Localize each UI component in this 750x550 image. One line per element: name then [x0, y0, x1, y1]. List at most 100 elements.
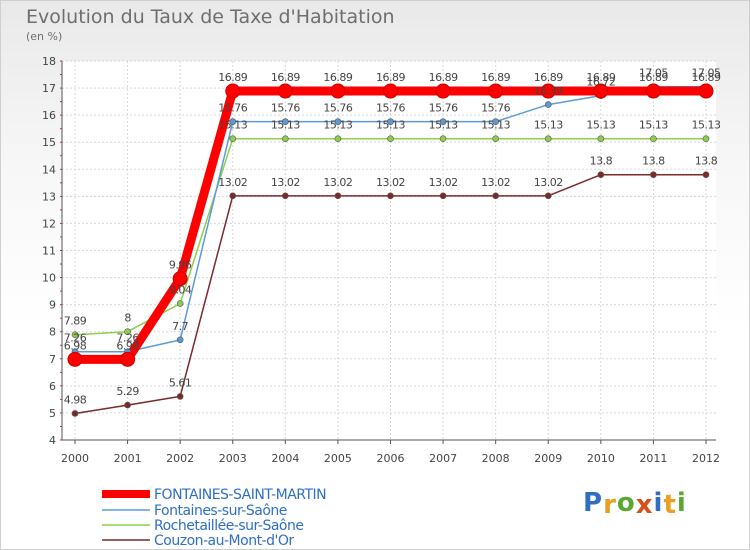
- logo-letter: i: [653, 488, 664, 518]
- x-tick-label: 2005: [324, 452, 352, 465]
- y-tick-label: 12: [42, 217, 56, 230]
- series-3-point: [439, 192, 447, 200]
- data-label: 15.76: [429, 102, 458, 115]
- series-3-point: [71, 410, 79, 417]
- x-tick-label: 2002: [166, 452, 194, 465]
- logo-letter: t: [663, 490, 677, 520]
- data-label: 13.02: [534, 176, 563, 189]
- x-tick-label: 2012: [692, 452, 720, 465]
- data-label: 13.02: [481, 176, 510, 189]
- series-3-point: [492, 192, 499, 200]
- series-2-point: [124, 328, 131, 336]
- data-label: 7.7: [172, 320, 188, 333]
- data-label: 16.89: [376, 71, 405, 84]
- data-label: 17.05: [639, 67, 668, 80]
- series-3-point: [597, 171, 605, 178]
- data-label: 13.02: [323, 176, 352, 189]
- legend-label-0: FONTAINES-SAINT-MARTIN: [154, 487, 326, 503]
- proxiti-logo: Proxiti: [583, 488, 687, 520]
- data-label: 15.76: [376, 102, 405, 115]
- y-tick-label: 10: [42, 272, 56, 285]
- y-tick-label: 13: [42, 190, 56, 203]
- data-label: 16.89: [218, 71, 247, 84]
- data-label: 16.89: [692, 71, 721, 84]
- series-3-point: [124, 401, 131, 409]
- y-tick-label: 14: [42, 163, 56, 176]
- x-tick-label: 2007: [429, 452, 457, 465]
- series-2-point: [544, 135, 552, 142]
- data-label: 16.89: [534, 71, 563, 84]
- data-label: 15.13: [481, 119, 510, 132]
- data-label: 15.13: [429, 119, 458, 132]
- x-tick-label: 2010: [587, 452, 615, 465]
- data-label: 13.02: [429, 176, 458, 189]
- data-label: 9.96: [169, 259, 192, 272]
- data-label: 15.13: [586, 119, 615, 132]
- x-tick-label: 2008: [482, 452, 510, 465]
- y-tick-label: 11: [42, 245, 56, 258]
- data-label: 16.89: [271, 71, 300, 84]
- x-tick-label: 2001: [114, 452, 142, 465]
- y-tick-label: 16: [42, 109, 56, 122]
- series-0-point: [645, 83, 661, 99]
- series-2-point: [492, 135, 499, 142]
- data-label: 7.26: [116, 332, 139, 345]
- series-2-point: [387, 135, 394, 142]
- y-tick-label: 7: [49, 353, 56, 366]
- y-axis-unit-label: (en %): [26, 30, 63, 43]
- series-0-point: [383, 83, 398, 99]
- series-2-point: [702, 135, 710, 142]
- y-tick-label: 8: [49, 326, 56, 339]
- data-label: 15.13: [639, 119, 668, 132]
- data-label: 13.02: [271, 176, 300, 189]
- data-label: 15.76: [218, 102, 247, 115]
- data-label: 16.89: [481, 71, 510, 84]
- series-2-point: [650, 135, 657, 142]
- series-1-point: [544, 101, 552, 108]
- data-label: 13.8: [695, 155, 718, 168]
- series-1-point: [439, 118, 447, 125]
- data-label: 4.98: [64, 393, 87, 406]
- series-1-point: [176, 336, 184, 344]
- series-0-point: [540, 83, 556, 99]
- data-label: 13.02: [376, 176, 405, 189]
- series-2-point: [282, 135, 289, 142]
- x-tick-label: 2003: [219, 452, 247, 465]
- series-2-point: [229, 135, 237, 142]
- series-2-point: [176, 300, 184, 307]
- data-label: 5.61: [169, 376, 192, 389]
- data-label: 16.89: [639, 71, 668, 84]
- y-tick-label: 15: [42, 136, 56, 149]
- y-tick-label: 4: [49, 434, 56, 447]
- y-tick-label: 18: [42, 55, 56, 68]
- y-tick-label: 17: [42, 82, 56, 95]
- series-3-point: [387, 192, 394, 200]
- legend-label-2: Rochetaillée-sur-Saône: [154, 518, 303, 534]
- series-3-point: [282, 192, 289, 200]
- data-label: 17.05: [692, 67, 721, 80]
- data-label: 16.89: [429, 71, 458, 84]
- data-label: 7.89: [64, 315, 87, 328]
- logo-letter: x: [635, 490, 654, 520]
- series-3-point: [334, 192, 342, 200]
- logo-letter: i: [676, 488, 687, 518]
- series-1-point: [387, 118, 394, 125]
- data-label: 9.04: [169, 284, 192, 297]
- series-0-point: [330, 83, 346, 99]
- x-tick-label: 2004: [271, 452, 299, 465]
- data-label: 16.89: [323, 71, 352, 84]
- series-0-point: [172, 271, 188, 287]
- series-0-point: [277, 83, 293, 99]
- y-tick-label: 9: [49, 299, 56, 312]
- series-1-point: [229, 118, 237, 125]
- data-label: 7.26: [64, 332, 87, 345]
- y-tick-label: 5: [49, 407, 56, 420]
- data-label: 16.72: [586, 76, 615, 89]
- x-tick-label: 2009: [534, 452, 562, 465]
- series-2-point: [334, 135, 342, 142]
- series-1-point: [492, 118, 499, 125]
- series-0-point: [225, 83, 241, 99]
- data-label: 15.13: [323, 119, 352, 132]
- data-label: 13.02: [218, 176, 247, 189]
